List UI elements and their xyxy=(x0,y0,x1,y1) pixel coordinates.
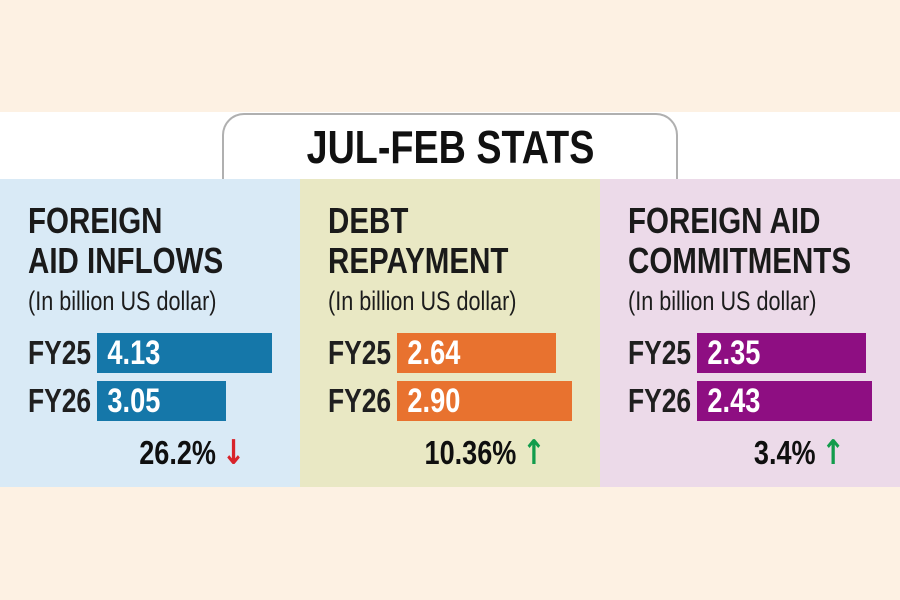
bar-value: 2.64 xyxy=(407,333,461,372)
fy-label: FY25 xyxy=(28,334,92,371)
up-arrow-icon: ↑ xyxy=(521,433,545,473)
fy-label: FY25 xyxy=(628,334,692,371)
fy-label: FY26 xyxy=(28,382,92,419)
panel-unit-note: (In billion US dollar) xyxy=(28,286,217,316)
title-tab: JUL-FEB STATS xyxy=(222,113,678,179)
down-arrow-icon: ↓ xyxy=(221,433,245,473)
up-arrow-icon: ↑ xyxy=(821,433,845,473)
value-bar: 2.43 xyxy=(697,381,872,421)
stats-panels: FOREIGN AID INFLOWS (In billion US dolla… xyxy=(0,179,900,487)
bar-value: 2.35 xyxy=(707,333,761,372)
bar-row: FY26 2.43 xyxy=(628,381,900,421)
panel-title: DEBT REPAYMENT xyxy=(328,200,509,281)
change-value: 3.4% xyxy=(754,434,816,471)
panel-unit-note: (In billion US dollar) xyxy=(628,286,817,316)
bar-group: FY25 4.13 FY26 3.05 xyxy=(28,333,300,421)
bar-row: FY25 2.35 xyxy=(628,333,900,373)
bar-value: 3.05 xyxy=(107,381,161,420)
panel-title: FOREIGN AID COMMITMENTS xyxy=(628,200,852,281)
bar-group: FY25 2.35 FY26 2.43 xyxy=(628,333,900,421)
panel-foreign-aid-inflows: FOREIGN AID INFLOWS (In billion US dolla… xyxy=(0,179,300,487)
bar-row: FY26 3.05 xyxy=(28,381,300,421)
bar-row: FY25 2.64 xyxy=(328,333,600,373)
change-value: 26.2% xyxy=(139,434,216,471)
panel-unit-note: (In billion US dollar) xyxy=(328,286,517,316)
fy-label: FY26 xyxy=(628,382,692,419)
bar-row: FY26 2.90 xyxy=(328,381,600,421)
panel-foreign-aid-commitments: FOREIGN AID COMMITMENTS (In billion US d… xyxy=(600,179,900,487)
bar-group: FY25 2.64 FY26 2.90 xyxy=(328,333,600,421)
change-row: 26.2% ↓ xyxy=(28,433,245,473)
bar-value: 4.13 xyxy=(107,333,161,372)
bar-row: FY25 4.13 xyxy=(28,333,300,373)
value-bar: 2.90 xyxy=(397,381,572,421)
panel-debt-repayment: DEBT REPAYMENT (In billion US dollar) FY… xyxy=(300,179,600,487)
bar-value: 2.90 xyxy=(407,381,461,420)
value-bar: 2.64 xyxy=(397,333,556,373)
value-bar: 3.05 xyxy=(97,381,226,421)
panel-title: FOREIGN AID INFLOWS xyxy=(28,200,224,281)
fy-label: FY25 xyxy=(328,334,392,371)
value-bar: 4.13 xyxy=(97,333,272,373)
change-row: 3.4% ↑ xyxy=(628,433,845,473)
value-bar: 2.35 xyxy=(697,333,866,373)
page-title: JUL-FEB STATS xyxy=(306,121,594,173)
bar-value: 2.43 xyxy=(707,381,761,420)
change-row: 10.36% ↑ xyxy=(328,433,545,473)
fy-label: FY26 xyxy=(328,382,392,419)
change-value: 10.36% xyxy=(424,434,516,471)
